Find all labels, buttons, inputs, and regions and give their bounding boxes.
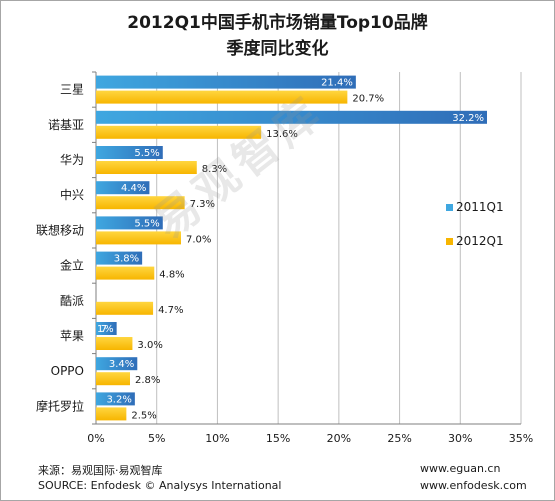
data-label-2011q1: 5.5% [134, 148, 159, 159]
category-label: 三星 [60, 83, 84, 97]
bar-2012q1 [96, 161, 197, 174]
legend-item-2012q1: 2012Q1 [446, 234, 504, 248]
data-label-2011q1: 1.7% [97, 324, 114, 335]
category-label: 酷派 [60, 294, 84, 308]
bar-2011q1 [96, 146, 163, 159]
bar-2011q1 [96, 357, 138, 371]
bar-2011q1 [96, 110, 487, 124]
category-label: OPPO [51, 364, 84, 378]
x-tick-label: 5% [148, 432, 165, 445]
chart-title-line1: 2012Q1中国手机市场销量Top10品牌 [127, 13, 428, 33]
data-label-2012q1: 7.0% [186, 234, 211, 245]
data-label-2011q1: 5.5% [134, 218, 159, 229]
url-enfodesk: www.enfodesk.com [420, 479, 527, 492]
bar-2012q1 [96, 231, 181, 245]
x-tick-label: 0% [87, 432, 104, 445]
legend-item-2011q1: 2011Q1 [446, 200, 504, 214]
x-tick-label: 15% [266, 432, 290, 445]
bar-2012q1 [96, 301, 154, 315]
data-label-2012q1: 20.7% [352, 94, 384, 105]
url-eguan: www.eguan.cn [420, 462, 501, 475]
x-tick-label: 35% [509, 432, 533, 445]
data-label-2011q1: 3.2% [106, 394, 131, 405]
data-label-2012q1: 2.5% [131, 410, 156, 421]
bar-2012q1 [96, 196, 185, 210]
bar-2011q1 [96, 251, 143, 265]
data-label-2012q1: 4.7% [158, 305, 183, 316]
data-label-2012q1: 2.8% [135, 375, 160, 386]
bar-2012q1 [96, 337, 133, 350]
x-tick-label: 10% [205, 432, 229, 445]
data-label-2012q1: 8.3% [202, 164, 227, 175]
category-label: 中兴 [60, 187, 84, 202]
bar-2012q1 [96, 372, 130, 386]
category-label: 摩托罗拉 [36, 398, 84, 413]
data-label-2012q1: 7.3% [190, 199, 215, 210]
bar-2011q1 [96, 392, 135, 406]
bar-2011q1 [96, 322, 117, 335]
category-label: 金立 [60, 258, 84, 273]
bar-2011q1 [96, 181, 150, 195]
x-tick-label: 25% [387, 432, 411, 445]
data-label-2011q1: 4.4% [121, 183, 146, 194]
category-label: 苹果 [60, 329, 84, 343]
data-label-2012q1: 13.6% [266, 129, 298, 140]
data-label-2011q1: 32.2% [452, 113, 484, 124]
source-en: SOURCE: Enfodesk © Analysys Internationa… [38, 479, 282, 492]
data-label-2011q1: 3.8% [114, 254, 139, 265]
data-label-2012q1: 4.8% [159, 270, 184, 281]
bar-2012q1 [96, 125, 262, 139]
chart-title-line2: 季度同比变化 [226, 39, 329, 59]
bar-2012q1 [96, 407, 127, 421]
data-label-2012q1: 3.0% [137, 340, 162, 351]
legend-label-2011q1: 2011Q1 [456, 200, 504, 214]
bar-2011q1 [96, 75, 356, 89]
bar-2011q1 [96, 216, 163, 230]
x-tick-label: 30% [448, 432, 472, 445]
category-label: 华为 [60, 153, 84, 167]
source-cn: 来源：易观国际·易观智库 [38, 464, 163, 477]
x-tick-label: 20% [327, 432, 351, 445]
data-label-2011q1: 21.4% [321, 78, 353, 89]
legend-swatch-2012q1 [446, 238, 453, 245]
bar-2012q1 [96, 266, 155, 280]
category-label: 联想移动 [36, 222, 84, 237]
category-label: 诺基亚 [48, 118, 84, 132]
legend-label-2012q1: 2012Q1 [456, 234, 504, 248]
data-label-2011q1: 3.4% [109, 359, 134, 370]
bar-2012q1 [96, 90, 348, 104]
legend-swatch-2011q1 [446, 204, 453, 211]
